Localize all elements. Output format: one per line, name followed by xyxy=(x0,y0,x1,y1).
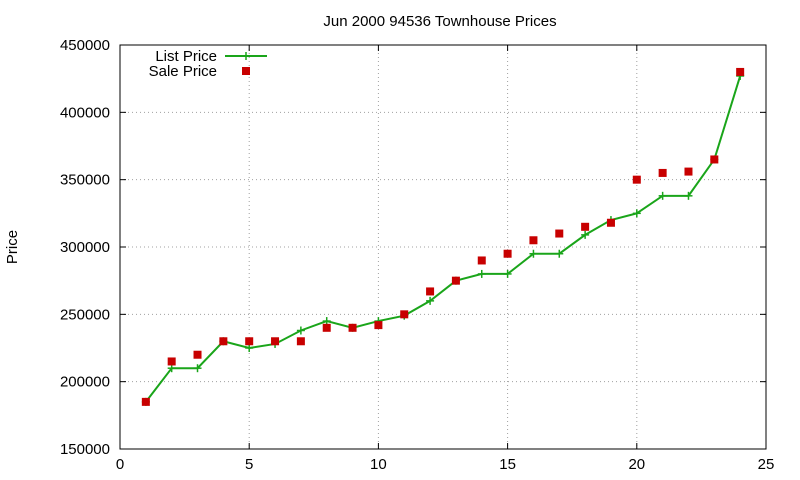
sale-price-point xyxy=(426,287,435,296)
sale-price-point xyxy=(374,321,383,330)
y-tick-label: 150000 xyxy=(60,441,110,458)
x-tick-label: 0 xyxy=(116,456,124,473)
sale-price-point xyxy=(348,323,357,332)
y-tick-label: 350000 xyxy=(60,172,110,189)
legend: List Price Sale Price xyxy=(149,48,267,80)
x-tick-label: 5 xyxy=(245,456,253,473)
sale-price-point xyxy=(167,357,176,366)
list-price-point xyxy=(426,296,435,305)
list-price-point xyxy=(658,191,667,200)
list-price-point xyxy=(477,269,486,278)
list-price-point xyxy=(529,249,538,258)
y-tick-label: 400000 xyxy=(60,104,110,121)
x-tick-label: 15 xyxy=(499,456,516,473)
list-price-point xyxy=(503,269,512,278)
list-price-point xyxy=(167,364,176,373)
x-tick-label: 10 xyxy=(370,456,387,473)
sale-price-point xyxy=(219,337,228,346)
list-price-line xyxy=(145,75,742,403)
y-axis-label: Price xyxy=(4,230,21,264)
x-tick-label: 20 xyxy=(628,456,645,473)
sale-price-point xyxy=(193,350,202,359)
list-price-point xyxy=(193,364,202,373)
sale-price-point xyxy=(658,168,667,177)
legend-label-list-price: List Price xyxy=(155,48,217,65)
y-tick-label: 200000 xyxy=(60,374,110,391)
sale-price-point xyxy=(632,175,641,184)
sale-price-point xyxy=(322,323,331,332)
chart-title: Jun 2000 94536 Townhouse Prices xyxy=(323,13,556,30)
sale-price-point xyxy=(581,222,590,231)
sale-price-point xyxy=(451,276,460,285)
sale-price-point xyxy=(710,155,719,164)
list-price-point xyxy=(684,191,693,200)
sale-price-point xyxy=(141,397,150,406)
sale-price-point xyxy=(555,229,564,238)
list-price-point xyxy=(245,344,254,352)
legend-label-sale-price: Sale Price xyxy=(149,63,217,80)
sale-price-point xyxy=(503,249,512,258)
list-price-point xyxy=(322,317,331,326)
sale-price-point xyxy=(529,236,538,245)
x-tick-label: 25 xyxy=(758,456,775,473)
axis-ticks: 0 5 10 15 20 25 150000 200000 250000 300000 350000… xyxy=(60,37,774,473)
sale-price-point xyxy=(296,337,305,346)
series xyxy=(141,67,745,406)
sale-price-point xyxy=(477,256,486,265)
sale-price-point xyxy=(606,218,615,227)
sale-price-point xyxy=(684,167,693,176)
list-price-point xyxy=(632,209,641,218)
sale-price-point xyxy=(736,67,745,76)
list-price-point xyxy=(296,326,305,335)
y-tick-label: 300000 xyxy=(60,239,110,256)
sale-price-point xyxy=(400,310,409,319)
legend-sample-sale-price xyxy=(242,67,250,75)
y-tick-label: 450000 xyxy=(60,37,110,54)
list-price-point xyxy=(555,249,564,258)
list-price-point xyxy=(581,230,590,239)
sale-price-point xyxy=(245,337,254,346)
y-tick-label: 250000 xyxy=(60,306,110,323)
grid xyxy=(120,45,766,449)
sale-price-point xyxy=(271,337,280,346)
